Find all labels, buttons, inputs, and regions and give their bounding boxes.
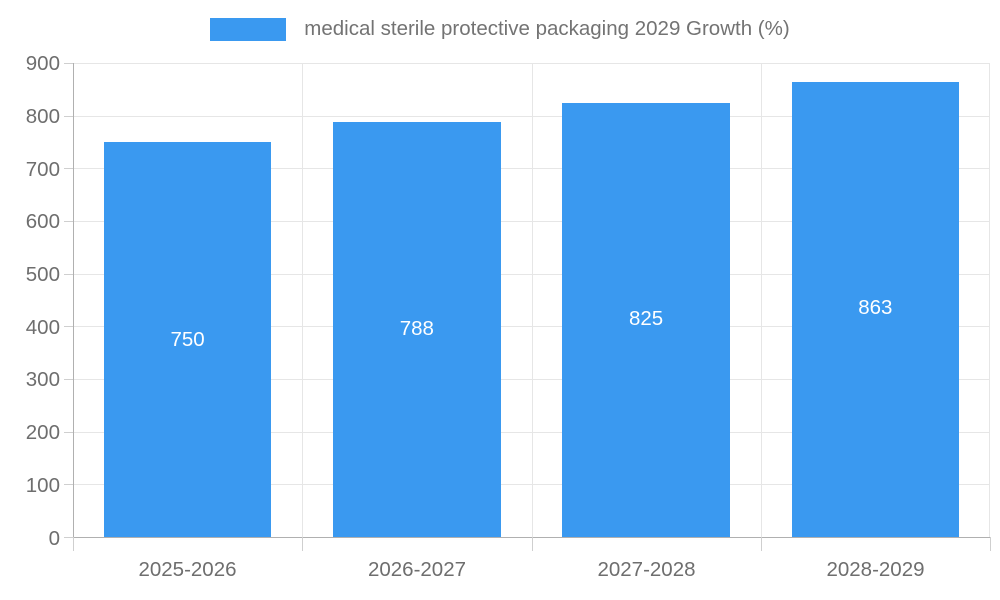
gridline-h-700 [73,168,990,169]
y-tick-label-600: 600 [25,210,60,233]
gridline-h-800 [73,116,990,117]
gridline-v-1 [302,63,303,537]
legend-color-swatch-icon [210,17,287,41]
y-tick-mark-300 [64,379,73,380]
gridline-h-500 [73,274,990,275]
x-tick-label-2026-2027: 2026-2027 [367,558,467,581]
legend-item-label: medical sterile protective packaging 202… [304,16,790,40]
bar-value-2026-2027: 788 [399,317,434,341]
bar-2028-2029[interactable] [791,82,960,537]
gridline-h-200 [73,432,990,433]
y-tick-mark-700 [64,168,73,169]
y-tick-mark-100 [64,484,73,485]
gridline-h-100 [73,484,990,485]
y-tick-mark-400 [64,326,73,327]
x-tick-mark-2 [532,537,533,551]
gridline-h-900 [73,63,990,64]
legend-item-series-1[interactable]: medical sterile protective packaging 202… [210,16,790,41]
chart-legend: medical sterile protective packaging 202… [0,12,1000,46]
y-tick-mark-600 [64,221,73,222]
gridline-h-400 [73,326,990,327]
plot-area: 750 788 825 863 [73,63,990,537]
y-tick-label-300: 300 [25,368,60,391]
gridline-h-600 [73,221,990,222]
y-tick-label-500: 500 [25,263,60,286]
bar-value-2027-2028: 825 [629,306,664,330]
y-tick-mark-0 [64,537,73,538]
y-tick-label-900: 900 [25,52,60,75]
x-tick-mark-0 [73,537,74,551]
y-tick-label-800: 800 [25,105,60,128]
bar-value-2028-2029: 863 [858,296,893,320]
x-tick-mark-4 [990,537,991,551]
x-axis-line [73,537,990,538]
x-tick-label-2027-2028: 2027-2028 [597,558,696,581]
y-axis-line [73,63,74,537]
gridline-h-300 [73,379,990,380]
bar-2026-2027[interactable] [333,121,501,537]
bar-value-2025-2026: 750 [170,327,205,351]
x-tick-mark-1 [302,537,303,551]
y-tick-label-200: 200 [25,421,60,444]
y-tick-mark-500 [64,274,73,275]
y-tick-label-700: 700 [25,158,60,181]
plot-frame [73,63,990,537]
bar-2025-2026[interactable] [103,142,272,537]
y-tick-mark-900 [64,63,73,64]
y-tick-mark-800 [64,116,73,117]
x-tick-label-2028-2029: 2028-2029 [826,558,925,581]
gridline-v-2 [532,63,533,537]
bar-2027-2028[interactable] [562,102,730,537]
gridline-v-3 [761,63,762,537]
x-tick-mark-3 [761,537,762,551]
y-tick-label-400: 400 [25,316,60,339]
x-tick-label-2025-2026: 2025-2026 [138,558,237,581]
y-tick-label-0: 0 [48,527,60,550]
y-tick-label-100: 100 [25,474,60,497]
y-tick-mark-200 [64,432,73,433]
